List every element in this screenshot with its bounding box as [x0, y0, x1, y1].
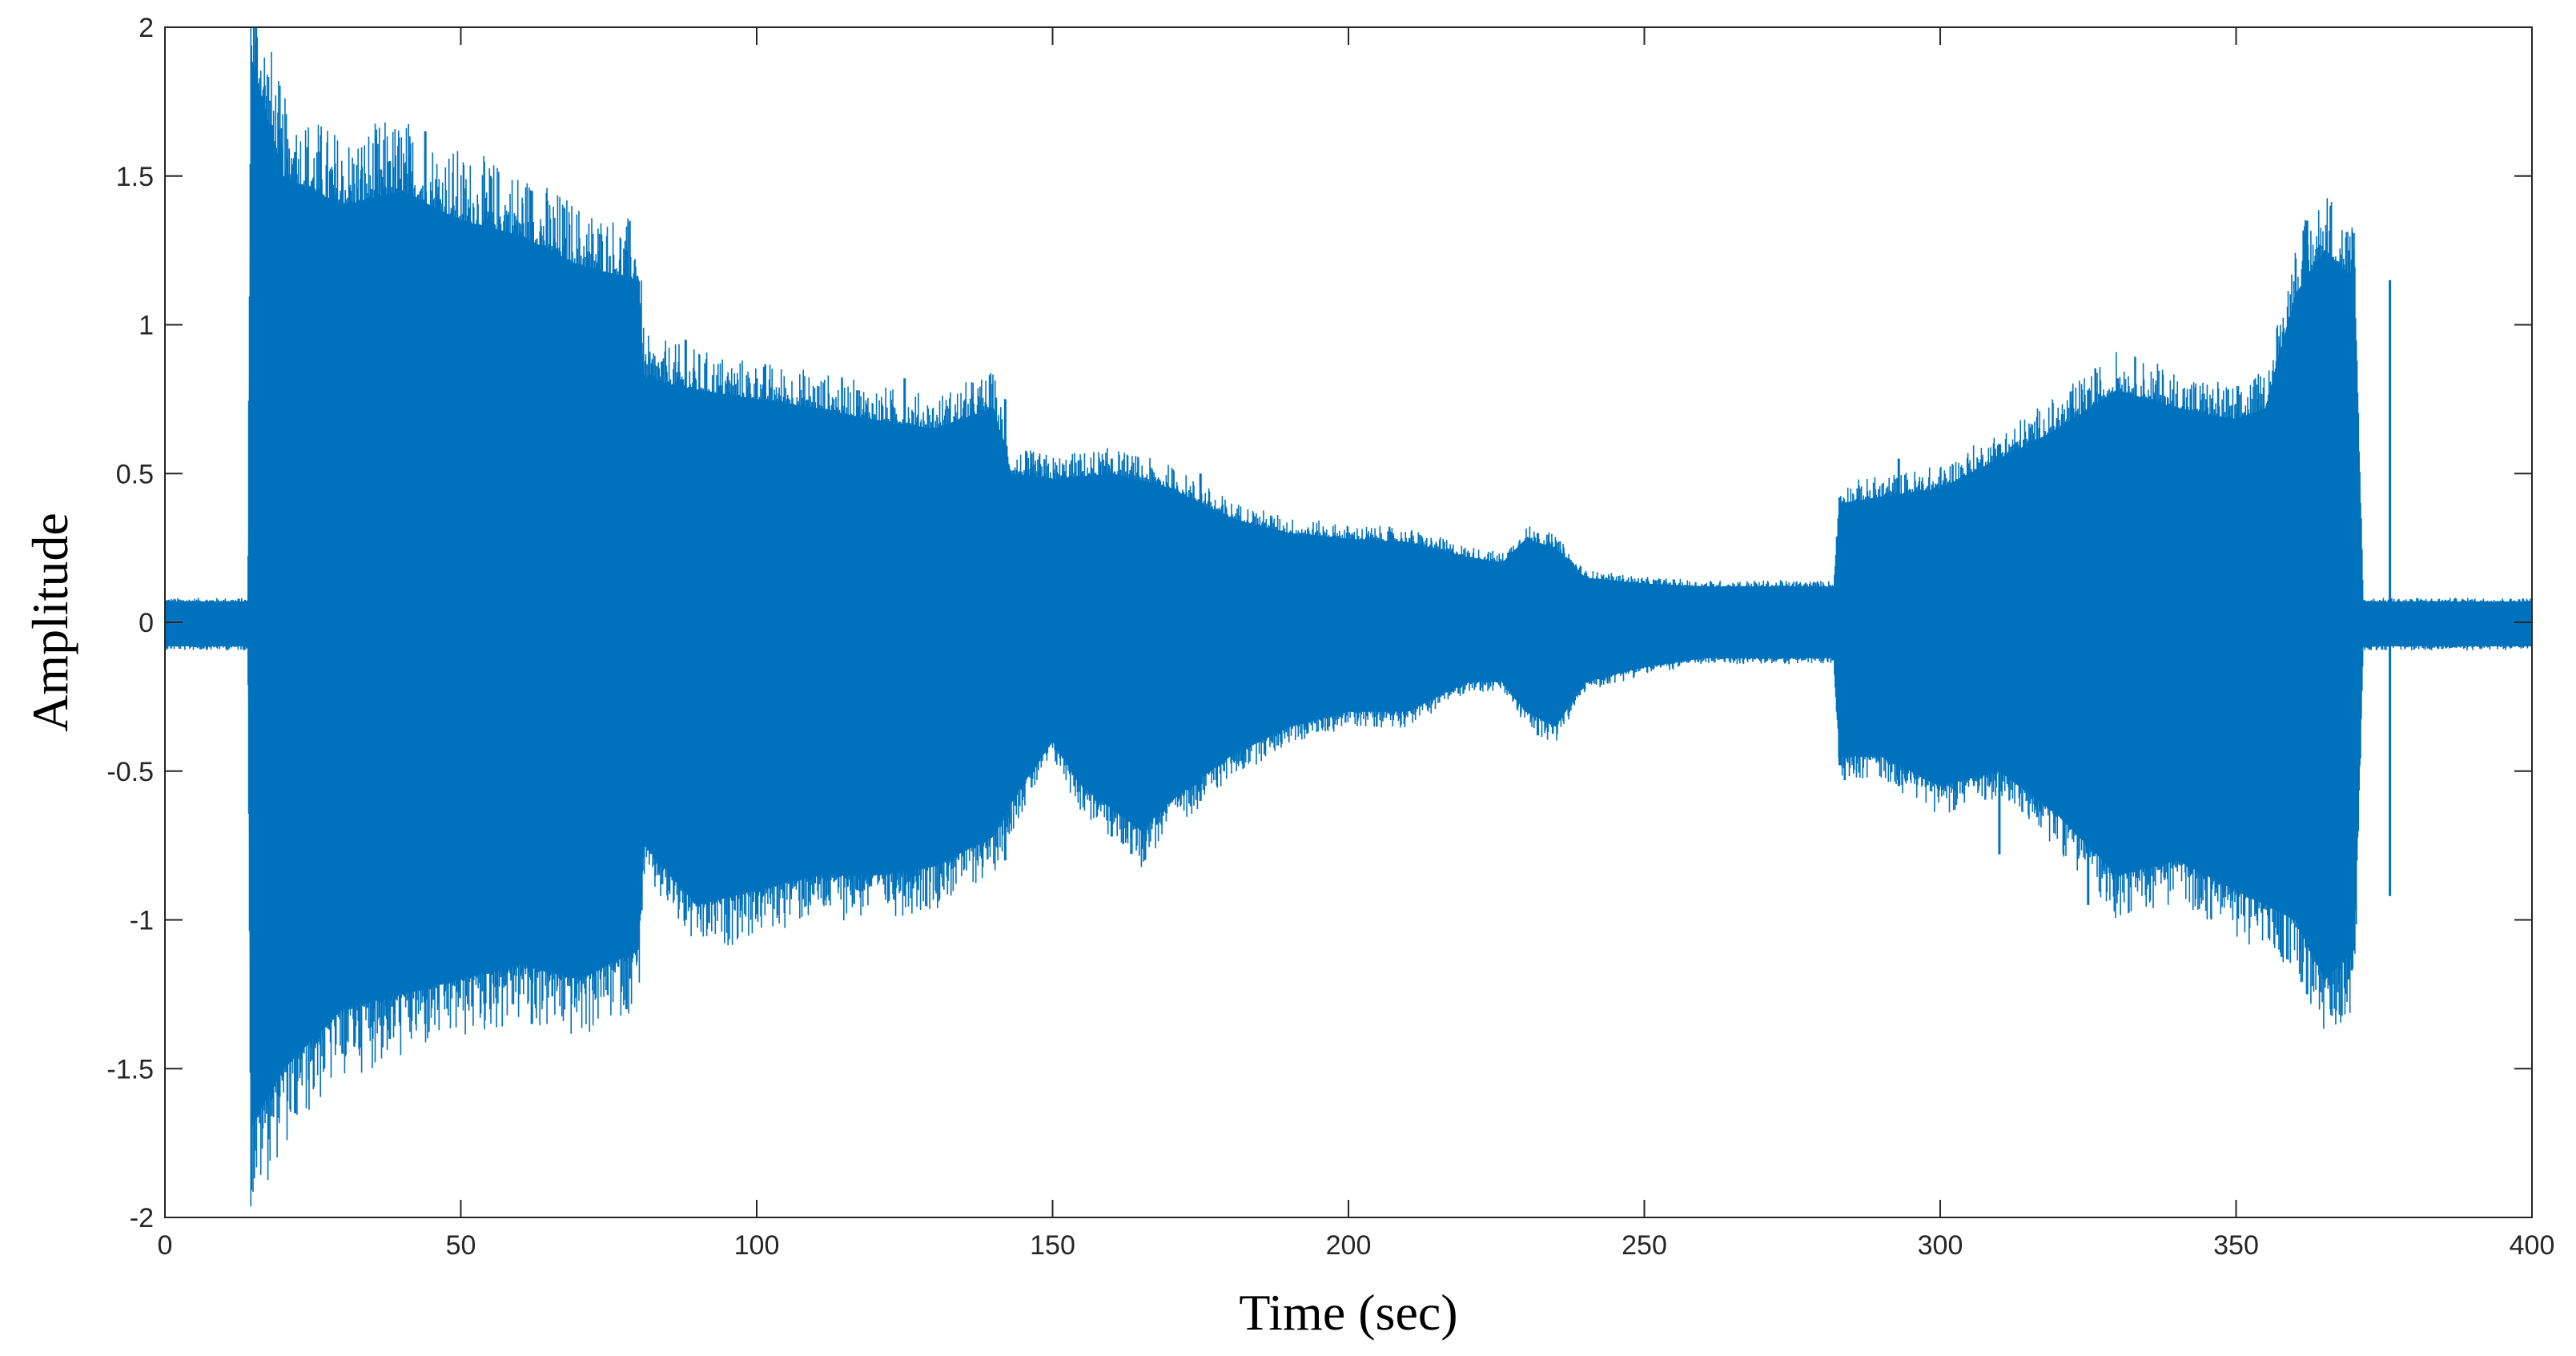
y-tick-label: -1.5 — [106, 1054, 154, 1084]
y-tick-label: -0.5 — [106, 757, 154, 787]
y-tick-label: -1 — [130, 906, 154, 936]
x-tick-label: 50 — [446, 1230, 476, 1261]
x-tick-label: 150 — [1030, 1230, 1075, 1261]
y-axis-title: Amplitude — [22, 513, 78, 732]
x-tick-label: 400 — [2510, 1230, 2555, 1261]
signal-texture — [165, 27, 2532, 1207]
y-tick-label: -2 — [130, 1203, 154, 1233]
y-tick-label: 1.5 — [116, 162, 154, 192]
y-tick-label: 2 — [139, 13, 154, 43]
tick-layer: 0 50 100 150 200 250 300 350 400 2 1.5 1 0.5 0 -0.5 -1 -… — [106, 13, 2554, 1261]
x-tick-label: 350 — [2213, 1230, 2259, 1261]
series-layer — [165, 27, 2532, 1207]
y-tick-label: 0 — [139, 608, 154, 638]
y-tick-label: 0.5 — [116, 459, 154, 489]
y-tick-label: 1 — [139, 311, 154, 341]
x-tick-label: 250 — [1622, 1230, 1667, 1261]
x-axis-title: Time (sec) — [1239, 1284, 1457, 1341]
x-tick-label: 100 — [734, 1230, 780, 1261]
x-tick-label: 0 — [158, 1230, 173, 1261]
x-tick-label: 200 — [1326, 1230, 1372, 1261]
x-tick-label: 300 — [1918, 1230, 1963, 1261]
